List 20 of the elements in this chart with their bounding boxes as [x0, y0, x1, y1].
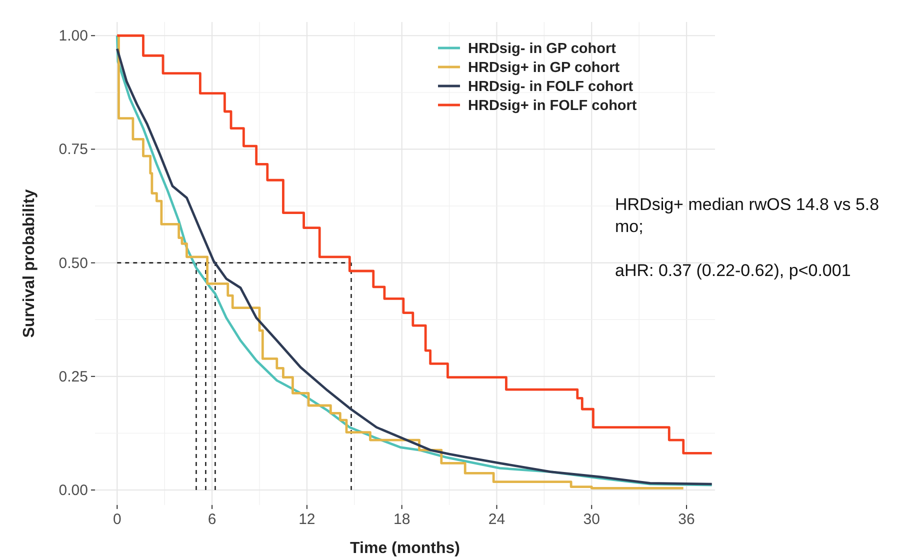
y-tick-label: 1.00: [58, 28, 88, 45]
y-axis-title: Survival probability: [21, 189, 38, 338]
x-tick-label: 6: [208, 511, 216, 528]
legend-label: HRDsig- in FOLF cohort: [468, 79, 634, 95]
x-tick-label: 0: [112, 511, 122, 528]
x-axis-title: Time (months): [350, 540, 460, 557]
y-tick-label: 0.25: [58, 368, 88, 386]
legend-label: HRDsig+ in GP cohort: [468, 60, 620, 76]
y-tick-label: 0.00: [58, 482, 88, 500]
y-tick-label: 0.75: [58, 141, 88, 158]
annotation: aHR: 0.37 (0.22-0.62), p<0.001: [615, 261, 851, 280]
legend-label: HRDsig+ in FOLF cohort: [468, 98, 637, 114]
x-tick-label: 30: [583, 511, 600, 528]
x-tick-label: 12: [298, 511, 316, 528]
annotation: HRDsig+ median rwOS 14.8 vs 5.8 mo;: [615, 195, 880, 236]
legend-label: HRDsig- in GP cohort: [468, 41, 616, 57]
x-tick-label: 36: [678, 511, 695, 528]
x-tick-label: 24: [488, 511, 506, 528]
y-tick-label: 0.50: [58, 254, 88, 272]
x-tick-label: 18: [393, 511, 410, 528]
